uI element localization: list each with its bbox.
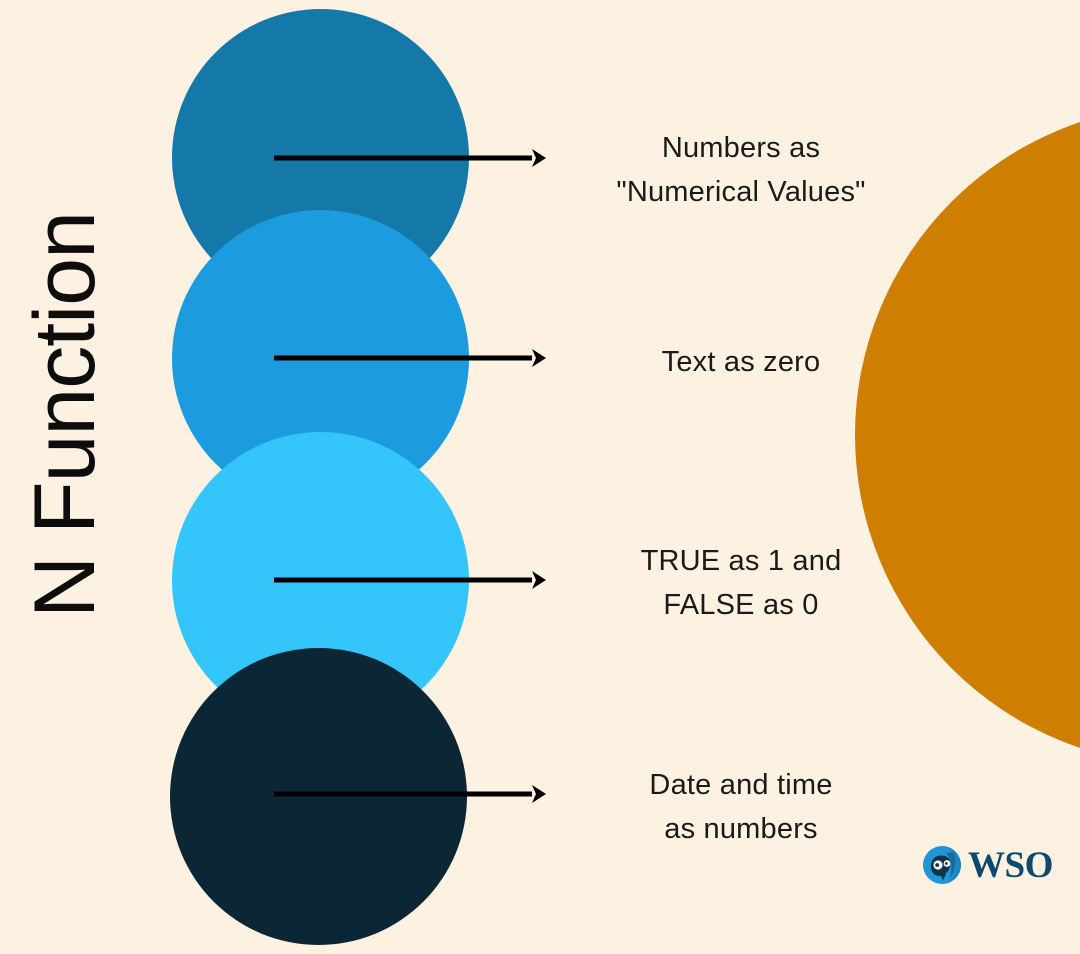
- globe-icon: [923, 846, 961, 884]
- callout-label-2-line-1: Text as zero: [661, 346, 821, 378]
- callout-label-3-line-2: FALSE as 0: [663, 589, 819, 622]
- wso-logo-text: WSO: [968, 844, 1053, 886]
- right-arrow-icon-1: [274, 147, 546, 169]
- callout-label-3-line-1: TRUE as 1 and: [640, 545, 842, 577]
- wso-logo: WSO: [923, 846, 1053, 884]
- callout-label-1: Numbers as "Numerical Values": [576, 126, 906, 214]
- callout-label-2: Text as zero: [576, 340, 906, 384]
- right-arrow-icon-2: [274, 347, 546, 369]
- callout-label-4: Date and time as numbers: [576, 763, 906, 851]
- page-title: N Function: [0, 195, 135, 635]
- callout-label-1-line-1: Numbers as: [661, 132, 821, 164]
- right-arrow-icon-3: [274, 569, 546, 591]
- callout-label-1-line-2: "Numerical Values": [616, 176, 866, 209]
- page-title-text: N Function: [17, 212, 113, 618]
- callout-label-3: TRUE as 1 and FALSE as 0: [576, 539, 906, 627]
- callout-label-4-line-2: as numbers: [664, 813, 818, 846]
- callout-label-4-line-1: Date and time: [649, 769, 833, 801]
- right-arrow-icon-4: [274, 783, 546, 805]
